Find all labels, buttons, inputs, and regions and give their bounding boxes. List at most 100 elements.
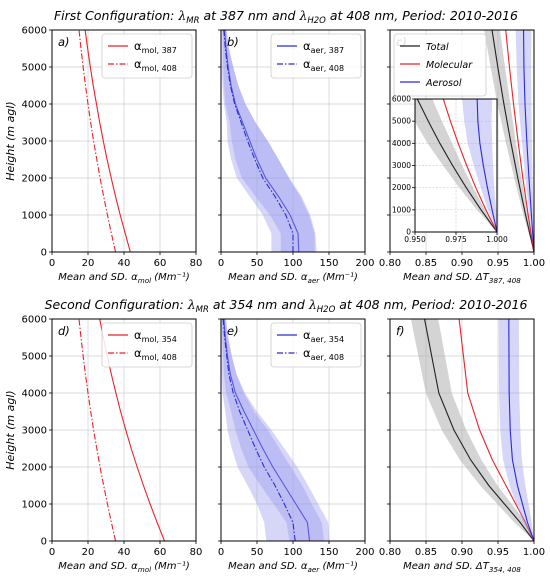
- series-group: [84, 30, 131, 252]
- legend-box: [393, 33, 487, 97]
- legend-box: [101, 33, 193, 79]
- x-tick-label: 80: [190, 258, 203, 269]
- series-line: [508, 319, 534, 541]
- x-tick-label: 0.975: [445, 235, 467, 244]
- y-tick-label: 5000: [22, 63, 47, 74]
- legend-label: αaer, 408: [303, 346, 344, 362]
- panel-b: 0 50 100 150 200 b) Mean and SD. αaer (Mm⁻¹) αa…: [218, 29, 375, 285]
- x-tick-label: 0.90: [451, 547, 473, 558]
- x-tick-label: 0: [218, 258, 224, 269]
- panel-letter: f): [396, 324, 405, 338]
- x-axis-label: Mean and SD. ΔT387, 408: [403, 272, 521, 285]
- x-tick-label: 0: [49, 547, 55, 558]
- y-axis-label: Height (m agl): [4, 390, 17, 469]
- legend-label: αmol, 387: [134, 39, 177, 55]
- y-tick-label: 6000: [22, 26, 47, 37]
- series-line: [84, 30, 131, 252]
- series-line: [78, 319, 117, 541]
- series-group: [484, 30, 534, 252]
- series-line: [78, 30, 117, 252]
- legend-label: Molecular: [426, 60, 473, 71]
- series-group: [78, 319, 117, 541]
- series-line: [223, 30, 294, 252]
- x-tick-label: 0.80: [379, 547, 401, 558]
- series-group: [498, 319, 534, 541]
- x-tick-label: 150: [319, 547, 338, 558]
- panel-letter: b): [227, 35, 239, 49]
- x-tick-label: 1.000: [486, 235, 508, 244]
- panel-a: 0 20 40 60 80 0 1000 2000 3000 4000 5000 6000 a) Mean…: [4, 26, 202, 286]
- y-axis-label: Height (m agl): [4, 101, 17, 180]
- x-tick-label: 0.80: [379, 258, 401, 269]
- y-tick-label: 1000: [22, 500, 47, 511]
- x-tick-label: 0: [49, 258, 55, 269]
- x-tick-label: 200: [355, 258, 374, 269]
- series-band: [221, 30, 315, 252]
- panel-letter: a): [58, 35, 70, 49]
- legend-label: Aerosol: [425, 78, 462, 89]
- series-group: [221, 319, 330, 541]
- x-tick-label: 150: [319, 258, 338, 269]
- y-tick-label: 4000: [22, 389, 47, 400]
- x-tick-label: 0.85: [415, 258, 437, 269]
- legend-label: αaer, 387: [303, 39, 344, 55]
- x-tick-label: 60: [154, 258, 167, 269]
- series-band: [415, 99, 497, 232]
- series-line: [491, 30, 534, 252]
- y-tick-label: 5000: [392, 117, 411, 126]
- y-tick-label: 3000: [22, 137, 47, 148]
- series-line: [458, 319, 534, 541]
- x-axis-label: Mean and SD. αmol (Mm⁻¹): [58, 561, 189, 574]
- legend-box: [270, 33, 362, 79]
- y-tick-label: 2000: [392, 183, 411, 192]
- x-axis-label: Mean and SD. αaer (Mm⁻¹): [228, 272, 358, 285]
- series-line: [416, 99, 497, 232]
- series-group: [222, 30, 317, 252]
- panel-e: 0 50 100 150 200 e) Mean and SD. αaer (Mm⁻¹) αa…: [218, 318, 375, 574]
- x-tick-label: 0.950: [404, 235, 426, 244]
- x-tick-label: 80: [190, 547, 203, 558]
- y-tick-label: 6000: [22, 315, 47, 326]
- panel-letter: e): [227, 324, 239, 338]
- legend-label: αmol, 408: [134, 57, 177, 73]
- x-tick-label: 1.00: [523, 547, 545, 558]
- series-line: [222, 319, 296, 541]
- y-tick-label: 0: [41, 248, 47, 259]
- y-tick-label: 3000: [392, 161, 411, 170]
- x-axis-label: Mean and SD. ΔT354, 408: [403, 561, 521, 574]
- x-tick-label: 0: [218, 547, 224, 558]
- series-band: [410, 319, 534, 541]
- y-tick-label: 0: [41, 537, 47, 548]
- legend-label: αaer, 408: [303, 57, 344, 73]
- y-tick-label: 1000: [22, 211, 47, 222]
- y-tick-label: 1000: [392, 205, 411, 214]
- x-tick-label: 50: [251, 547, 264, 558]
- x-tick-label: 0.85: [415, 547, 437, 558]
- panel-f: 0.80 0.85 0.90 0.95 1.00 f) Mean and SD. ΔT354…: [379, 318, 545, 574]
- series-group: [505, 30, 534, 252]
- series-band: [221, 319, 324, 541]
- series-band: [221, 319, 330, 541]
- series-band: [462, 99, 497, 232]
- x-tick-label: 40: [118, 547, 131, 558]
- series-band: [498, 319, 534, 541]
- series-line: [424, 319, 534, 541]
- x-tick-label: 200: [355, 547, 374, 558]
- panel-d: 0 20 40 60 80 0 1000 2000 3000 4000 5000 6000 d) Mean…: [4, 315, 202, 575]
- inset-plot: 0.950 0.975 1.000 0 1000 2000 3000 4000 5000 6000: [392, 95, 508, 245]
- series-group: [458, 319, 534, 541]
- y-tick-label: 3000: [22, 426, 47, 437]
- panels: 0 20 40 60 800100020003000400050006000a)Mean…: [4, 26, 545, 575]
- y-tick-label: 4000: [22, 100, 47, 111]
- series-group: [415, 99, 497, 232]
- legend-box: [101, 322, 193, 368]
- x-tick-label: 20: [82, 258, 95, 269]
- y-tick-label: 6000: [392, 95, 411, 104]
- y-tick-label: 2000: [22, 463, 47, 474]
- legend-box: [270, 322, 362, 368]
- series-band: [222, 30, 317, 252]
- config-title-2: Second Configuration: λMR at 354 nm and …: [45, 297, 528, 315]
- y-tick-label: 2000: [22, 174, 47, 185]
- x-tick-label: 40: [118, 258, 131, 269]
